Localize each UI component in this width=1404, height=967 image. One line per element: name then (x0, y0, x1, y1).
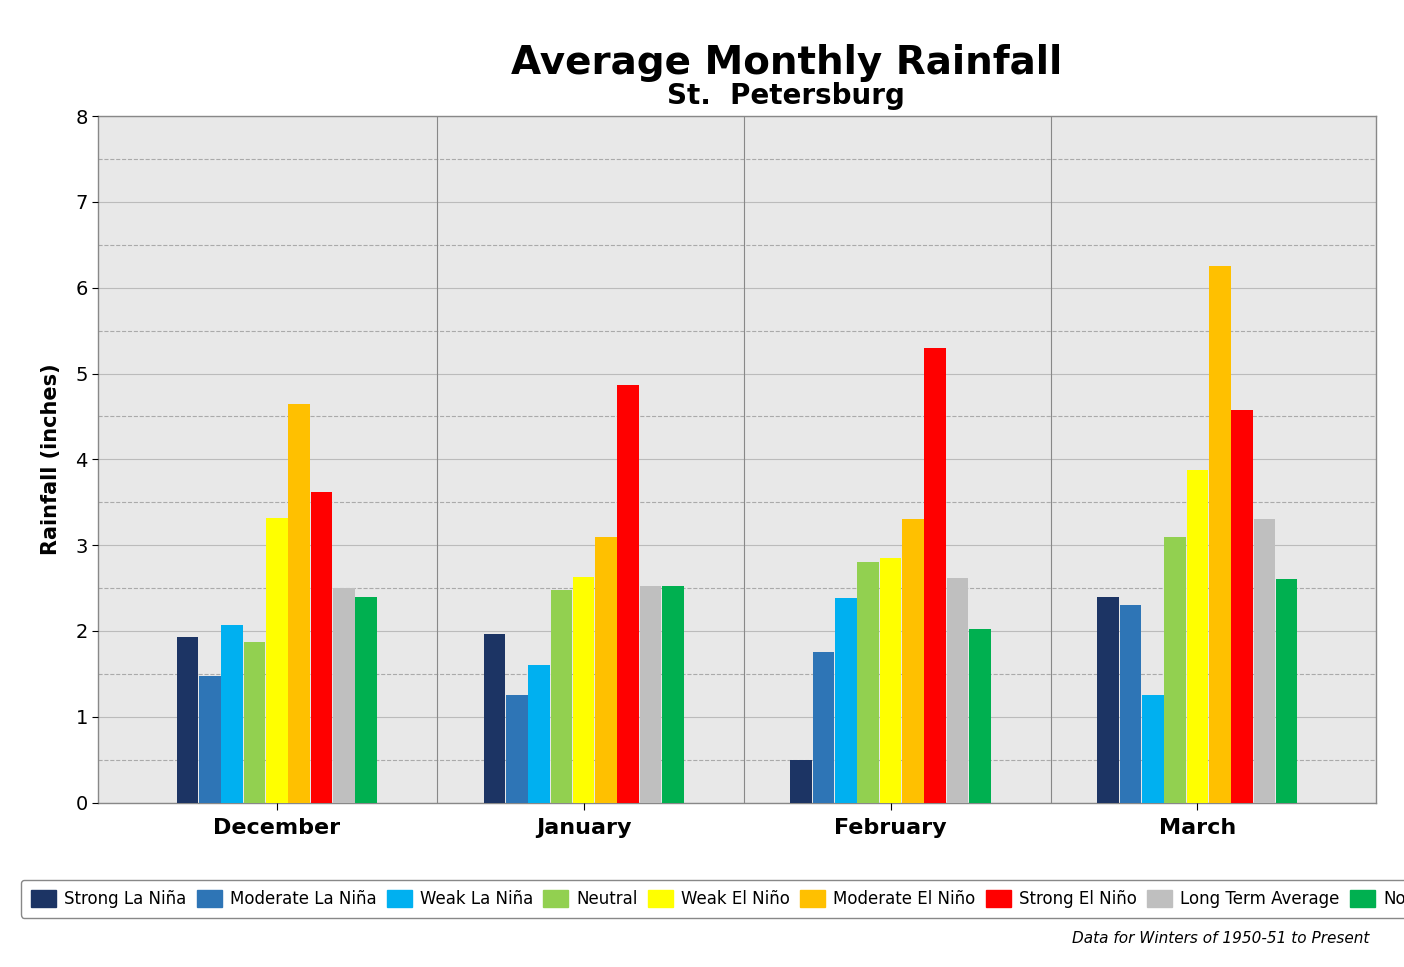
Bar (288, 403, 310, 803)
Y-axis label: Rainfall (inches): Rainfall (inches) (42, 364, 62, 555)
Bar (244, 642, 265, 803)
Bar (265, 517, 288, 803)
Bar (618, 385, 639, 803)
Bar (1276, 579, 1297, 803)
Bar (333, 588, 355, 803)
Bar (1209, 266, 1230, 803)
Bar (1231, 410, 1252, 803)
Bar (835, 599, 856, 803)
Bar (969, 630, 991, 803)
Bar (355, 597, 376, 803)
Bar (858, 562, 879, 803)
Bar (901, 519, 924, 803)
Bar (573, 577, 594, 803)
Bar (1141, 695, 1164, 803)
Text: Data for Winters of 1950-51 to Present: Data for Winters of 1950-51 to Present (1071, 930, 1369, 946)
Bar (813, 653, 834, 803)
Bar (199, 677, 220, 803)
Bar (946, 577, 969, 803)
Bar (663, 586, 684, 803)
Bar (222, 625, 243, 803)
Bar (924, 348, 946, 803)
Bar (1186, 470, 1209, 803)
Bar (1254, 519, 1275, 803)
Bar (640, 586, 661, 803)
Bar (483, 633, 505, 803)
Bar (1119, 605, 1141, 803)
Bar (550, 590, 573, 803)
Bar (528, 665, 550, 803)
Text: Average Monthly Rainfall: Average Monthly Rainfall (511, 44, 1061, 81)
Bar (595, 537, 616, 803)
Bar (310, 492, 333, 803)
Bar (505, 695, 528, 803)
Bar (1164, 537, 1186, 803)
Text: St.  Petersburg: St. Petersburg (667, 82, 906, 110)
Legend: Strong La Niña, Moderate La Niña, Weak La Niña, Neutral, Weak El Niño, Moderate : Strong La Niña, Moderate La Niña, Weak L… (21, 880, 1404, 918)
Bar (1098, 597, 1119, 803)
Bar (790, 760, 812, 803)
Bar (880, 558, 901, 803)
Bar (177, 637, 198, 803)
